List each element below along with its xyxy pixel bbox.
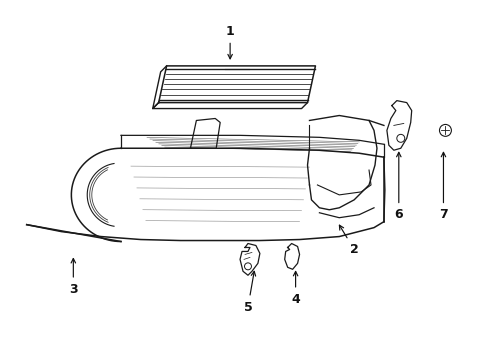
Text: 3: 3 [69,258,77,296]
Text: 5: 5 [244,271,256,314]
Text: 6: 6 [394,152,403,221]
Text: 7: 7 [439,152,448,221]
Text: 4: 4 [291,271,300,306]
Text: 1: 1 [226,24,235,59]
Text: 2: 2 [340,225,359,256]
